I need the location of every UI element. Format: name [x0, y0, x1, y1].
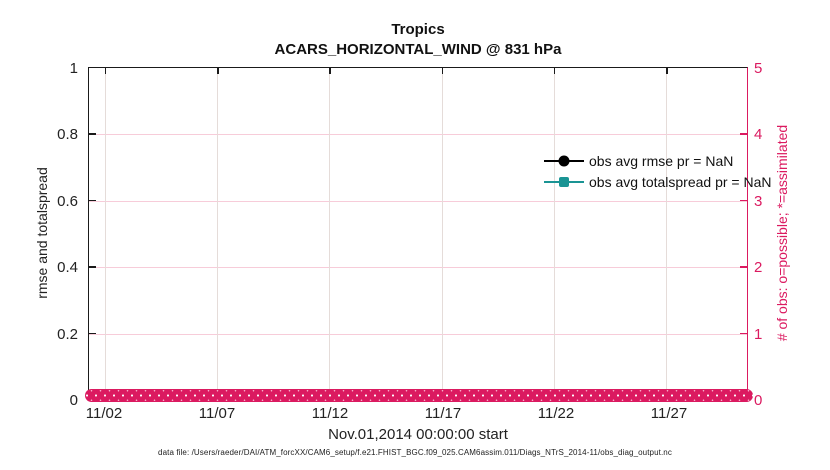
tick-mark: [89, 199, 96, 202]
gridline-horizontal: [89, 333, 747, 335]
legend-label-totalspread: obs avg totalspread pr = NaN: [589, 173, 772, 190]
plot-area: obs avg rmse pr = NaN obs avg totalsprea…: [85, 67, 772, 402]
x-tick-label: 11/02: [85, 405, 123, 422]
gridline-vertical: [217, 68, 219, 400]
y-right-tick-label: 3: [754, 193, 763, 210]
tick-mark: [89, 266, 96, 268]
y-left-tick-label: 0: [69, 392, 78, 409]
y-left-tick-label: 0.6: [57, 193, 78, 210]
chart-title: Tropics: [391, 21, 445, 38]
y-axis-label-right: # of obs: o=possible; *=assimilated: [774, 124, 790, 342]
tick-mark: [217, 68, 219, 74]
data-file-path: data file: /Users/raeder/DAI/ATM_forcXX/…: [158, 448, 672, 457]
tick-mark: [89, 332, 96, 335]
gridline-vertical: [441, 68, 443, 400]
tick-mark: [441, 68, 444, 74]
x-axis-label: Nov.01,2014 00:00:00 start: [328, 426, 508, 443]
gridline-horizontal: [89, 200, 747, 202]
y-right-tick-label: 4: [754, 126, 763, 143]
x-tick-label: 11/22: [537, 405, 575, 422]
y-right-tick-label: 0: [754, 392, 763, 409]
y-right-tick-label: 5: [754, 60, 763, 77]
legend: obs avg rmse pr = NaN obs avg totalsprea…: [544, 150, 772, 192]
tick-mark: [740, 332, 747, 335]
tick-mark: [89, 133, 96, 135]
legend-item-totalspread: obs avg totalspread pr = NaN: [544, 171, 772, 192]
tick-mark: [666, 68, 668, 74]
y-left-tick-label: 0.8: [57, 126, 78, 143]
x-tick-label: 11/17: [424, 405, 462, 422]
chart-subtitle: ACARS_HORIZONTAL_WIND @ 831 hPa: [274, 41, 562, 59]
y-left-tick-label: 0.2: [57, 326, 78, 343]
tick-mark: [104, 68, 107, 74]
tick-mark: [329, 68, 331, 74]
chart-title-block: Tropics ACARS_HORIZONTAL_WIND @ 831 hPa: [88, 20, 748, 61]
gridline-horizontal: [89, 134, 747, 136]
gridline-vertical: [666, 68, 668, 400]
x-tick-label: 11/27: [650, 405, 688, 422]
y-right-tick-label: 1: [754, 326, 763, 343]
gridline-vertical: [329, 68, 331, 400]
x-tick-label: 11/07: [198, 405, 236, 422]
tick-mark: [740, 266, 747, 268]
legend-item-rmse: obs avg rmse pr = NaN: [544, 150, 772, 171]
gridline-horizontal: [89, 267, 747, 269]
gridline-vertical: [104, 68, 106, 400]
tick-mark: [740, 133, 747, 135]
rmse-line-circle-marker: [544, 155, 584, 167]
y-right-tick-label: 2: [754, 259, 763, 276]
tick-mark: [553, 68, 556, 74]
x-tick-label: 11/12: [311, 405, 349, 422]
y-left-tick-label: 0.4: [57, 259, 78, 276]
tick-mark: [740, 199, 747, 202]
totalspread-line-square-marker: [544, 176, 584, 188]
y-left-tick-label: 1: [69, 60, 78, 77]
obs-count-marker-band: [85, 389, 753, 402]
gridline-vertical: [553, 68, 555, 400]
legend-label-rmse: obs avg rmse pr = NaN: [589, 152, 734, 169]
y-axis-label-left: rmse and totalspread: [34, 167, 50, 299]
